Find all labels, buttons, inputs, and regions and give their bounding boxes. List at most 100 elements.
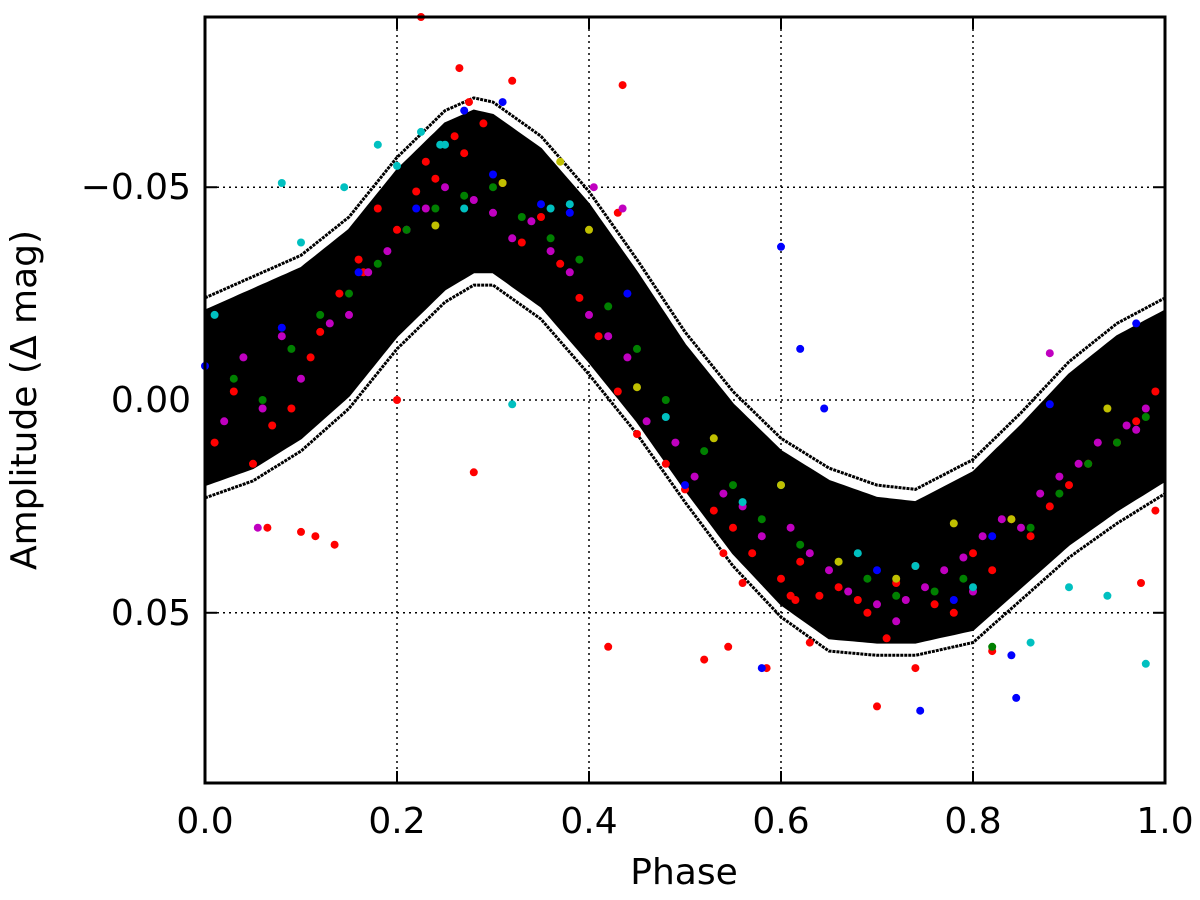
data-point: [844, 587, 853, 596]
data-point: [441, 140, 449, 149]
data-point: [613, 387, 622, 396]
data-point: [661, 459, 670, 468]
data-point: [1132, 425, 1141, 434]
data-point: [412, 187, 421, 196]
data-point: [239, 353, 248, 362]
data-point: [393, 161, 401, 170]
observed-points-layer: [201, 13, 1160, 715]
data-point: [777, 242, 785, 251]
data-point: [465, 98, 473, 107]
y-tick-label: 0.00: [111, 380, 191, 421]
series-2: [229, 183, 1150, 651]
data-point: [719, 489, 728, 498]
data-point: [882, 634, 891, 643]
data-point: [455, 64, 464, 73]
data-point: [220, 417, 229, 426]
data-point: [661, 396, 670, 404]
data-point: [431, 221, 440, 230]
data-point: [969, 583, 977, 592]
data-point: [873, 600, 881, 609]
model-track-lower: [204, 283, 1166, 657]
data-point: [412, 204, 421, 213]
data-point: [1141, 404, 1150, 413]
data-point: [815, 591, 824, 600]
data-point: [724, 642, 733, 651]
data-point: [316, 310, 325, 319]
data-point: [930, 600, 939, 609]
y-tick-label: −0.05: [81, 167, 191, 208]
data-point: [316, 327, 325, 336]
data-point: [258, 396, 267, 404]
data-point: [916, 706, 925, 715]
data-point: [210, 438, 219, 447]
data-point: [1137, 579, 1145, 587]
data-point: [1007, 515, 1016, 524]
data-point: [738, 579, 747, 587]
data-point: [618, 204, 627, 213]
data-point: [594, 332, 603, 341]
data-point: [729, 481, 737, 490]
data-point: [263, 523, 272, 532]
data-point: [1045, 502, 1054, 511]
data-point: [661, 413, 670, 421]
data-point: [354, 255, 363, 264]
data-point: [460, 191, 469, 200]
data-point: [537, 213, 545, 221]
x-axis-title: Phase: [630, 852, 738, 893]
data-point: [517, 213, 526, 221]
data-point: [450, 132, 459, 141]
data-point: [604, 332, 613, 341]
data-point: [834, 583, 843, 592]
data-point: [229, 374, 238, 383]
data-point: [460, 106, 469, 115]
data-point: [354, 268, 363, 277]
data-point: [556, 157, 565, 166]
data-point: [988, 566, 997, 575]
data-point: [681, 481, 689, 490]
data-point: [546, 204, 555, 213]
data-point: [589, 183, 598, 192]
data-point: [537, 200, 545, 209]
data-point: [517, 238, 526, 247]
data-point: [1113, 438, 1121, 447]
x-tick-label: 0.2: [368, 801, 425, 842]
data-point: [325, 319, 334, 328]
data-point: [575, 255, 584, 264]
data-point: [373, 204, 382, 213]
data-point: [431, 204, 440, 213]
data-point: [489, 170, 497, 179]
data-point: [258, 404, 267, 413]
data-point: [863, 574, 872, 583]
data-point: [585, 310, 593, 319]
data-point: [330, 540, 339, 549]
x-tick-label: 0.6: [752, 801, 809, 842]
data-point: [911, 562, 920, 570]
data-point: [757, 515, 766, 524]
data-point: [297, 374, 305, 383]
data-point: [1036, 489, 1045, 498]
x-tick-label: 0.8: [944, 801, 1001, 842]
data-point: [853, 596, 862, 604]
data-point: [796, 540, 805, 549]
data-point: [469, 196, 478, 204]
data-point: [988, 642, 997, 651]
data-point: [623, 353, 632, 362]
data-point: [210, 310, 219, 319]
data-point: [604, 642, 613, 651]
data-point: [383, 247, 392, 256]
data-point: [1084, 459, 1093, 468]
data-point: [820, 404, 829, 413]
data-point: [959, 574, 968, 583]
data-point: [805, 549, 814, 558]
data-point: [988, 532, 997, 541]
data-point: [633, 430, 641, 438]
model-band-layer: [204, 96, 1166, 657]
data-point: [287, 404, 296, 413]
data-point: [671, 438, 680, 447]
data-point: [618, 81, 627, 90]
data-point: [892, 591, 901, 600]
data-point: [373, 140, 382, 149]
data-point: [277, 332, 286, 341]
data-point: [373, 259, 382, 268]
